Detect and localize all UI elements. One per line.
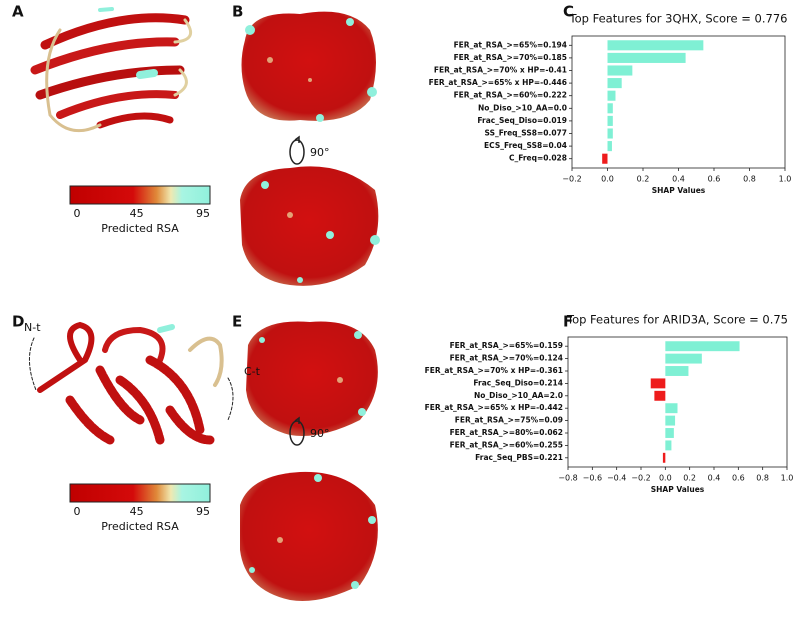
panel-label: E bbox=[232, 313, 242, 331]
panel-label: A bbox=[12, 3, 24, 21]
bar bbox=[607, 141, 612, 152]
rotation-arrow bbox=[289, 135, 305, 446]
bar bbox=[602, 153, 608, 164]
colorbar-tick-label: 45 bbox=[130, 207, 144, 220]
x-tick-label: −0.4 bbox=[607, 474, 626, 483]
y-tick-label: SS_Freq_SS8=0.077 bbox=[485, 129, 567, 138]
y-tick-label: Frac_Seq_PBS=0.221 bbox=[475, 453, 563, 462]
bar bbox=[654, 390, 666, 401]
terminus-label: C-t bbox=[244, 365, 261, 378]
x-axis-label: SHAP Values bbox=[652, 186, 706, 195]
bar bbox=[665, 341, 740, 352]
x-tick-label: −0.8 bbox=[558, 474, 577, 483]
chart-title: Top Features for 3QHX, Score = 0.776 bbox=[569, 12, 788, 26]
x-tick-label: −0.6 bbox=[583, 474, 602, 483]
bar bbox=[607, 52, 686, 63]
protein-ribbon bbox=[30, 7, 193, 133]
colorbar-tick-label: 0 bbox=[74, 505, 81, 518]
y-tick-label: FER_at_RSA_>=70% x HP=-0.41 bbox=[434, 66, 567, 75]
protein-surface bbox=[240, 11, 380, 601]
bar bbox=[607, 103, 613, 114]
y-tick-label: FER_at_RSA_>=60%=0.255 bbox=[450, 440, 563, 449]
bar bbox=[665, 440, 672, 451]
colorbar-tick-label: 45 bbox=[130, 505, 144, 518]
x-tick-label: 0.8 bbox=[756, 474, 769, 483]
y-tick-label: No_Diso_>10_AA=0.0 bbox=[478, 103, 567, 112]
chart-title: Top Features for ARID3A, Score = 0.75 bbox=[566, 313, 788, 327]
colorbar-tick-label: 95 bbox=[196, 207, 210, 220]
x-tick-label: 0.0 bbox=[601, 175, 614, 184]
y-tick-label: FER_at_RSA_>=70% x HP=-0.361 bbox=[425, 366, 563, 375]
rotation-label: 90° bbox=[310, 146, 330, 159]
x-tick-label: 0.2 bbox=[683, 474, 696, 483]
bar bbox=[607, 90, 616, 101]
x-tick-label: 1.0 bbox=[779, 175, 792, 184]
x-tick-label: −0.2 bbox=[562, 175, 581, 184]
y-tick-label: FER_at_RSA_>=65% x HP=-0.446 bbox=[429, 78, 567, 87]
x-axis-label: SHAP Values bbox=[651, 485, 705, 494]
x-tick-label: 0.6 bbox=[708, 175, 721, 184]
x-tick-label: 0.4 bbox=[672, 175, 685, 184]
y-tick-label: Frac_Seq_Diso=0.019 bbox=[477, 116, 567, 125]
bar bbox=[665, 428, 674, 438]
bar bbox=[665, 403, 678, 414]
y-tick-label: FER_at_RSA_>=80%=0.062 bbox=[450, 428, 563, 437]
y-tick-label: Frac_Seq_Diso=0.214 bbox=[473, 378, 563, 387]
y-tick-label: FER_at_RSA_>=75%=0.09 bbox=[455, 416, 563, 425]
y-tick-label: No_Diso_>10_AA=2.0 bbox=[474, 391, 563, 400]
y-tick-label: FER_at_RSA_>=65% x HP=-0.442 bbox=[425, 403, 563, 412]
y-tick-label: FER_at_RSA_>=65%=0.194 bbox=[454, 40, 567, 49]
y-tick-label: FER_at_RSA_>=65%=0.159 bbox=[450, 341, 563, 350]
bar bbox=[650, 378, 666, 389]
bar bbox=[607, 65, 633, 76]
y-tick-label: FER_at_RSA_>=60%=0.222 bbox=[454, 91, 567, 100]
panel-label: C bbox=[563, 3, 574, 21]
x-tick-label: 0.0 bbox=[659, 474, 672, 483]
x-tick-label: 0.2 bbox=[637, 175, 650, 184]
colorbar bbox=[69, 185, 211, 205]
y-tick-label: ECS_Freq_SS8=0.04 bbox=[484, 141, 567, 150]
x-tick-label: −0.2 bbox=[631, 474, 650, 483]
bar bbox=[607, 115, 613, 126]
colorbar-label: Predicted RSA bbox=[101, 222, 179, 235]
bar bbox=[607, 128, 613, 139]
bar bbox=[607, 78, 622, 89]
bar bbox=[607, 40, 704, 51]
x-tick-label: 0.6 bbox=[732, 474, 745, 483]
y-tick-label: FER_at_RSA_>=70%=0.124 bbox=[450, 354, 563, 363]
colorbar-tick-label: 95 bbox=[196, 505, 210, 518]
colorbar-label: Predicted RSA bbox=[101, 520, 179, 533]
panel-label: F bbox=[563, 313, 573, 331]
rotation-label: 90° bbox=[310, 427, 330, 440]
bar bbox=[665, 415, 676, 426]
panel-label: D bbox=[12, 313, 24, 331]
x-tick-label: 0.8 bbox=[743, 175, 756, 184]
bar bbox=[662, 452, 666, 463]
terminus-label: N-t bbox=[24, 321, 41, 334]
panel-label: B bbox=[232, 3, 243, 21]
y-tick-label: FER_at_RSA_>=70%=0.185 bbox=[454, 53, 567, 62]
bar bbox=[665, 353, 702, 364]
colorbar-tick-label: 0 bbox=[74, 207, 81, 220]
colorbar bbox=[69, 483, 211, 503]
x-tick-label: 1.0 bbox=[781, 474, 794, 483]
y-tick-label: C_Freq=0.028 bbox=[509, 154, 567, 163]
x-tick-label: 0.4 bbox=[708, 474, 721, 483]
protein-ribbon bbox=[29, 321, 234, 445]
bar bbox=[665, 366, 689, 376]
plot-frame bbox=[567, 336, 788, 468]
